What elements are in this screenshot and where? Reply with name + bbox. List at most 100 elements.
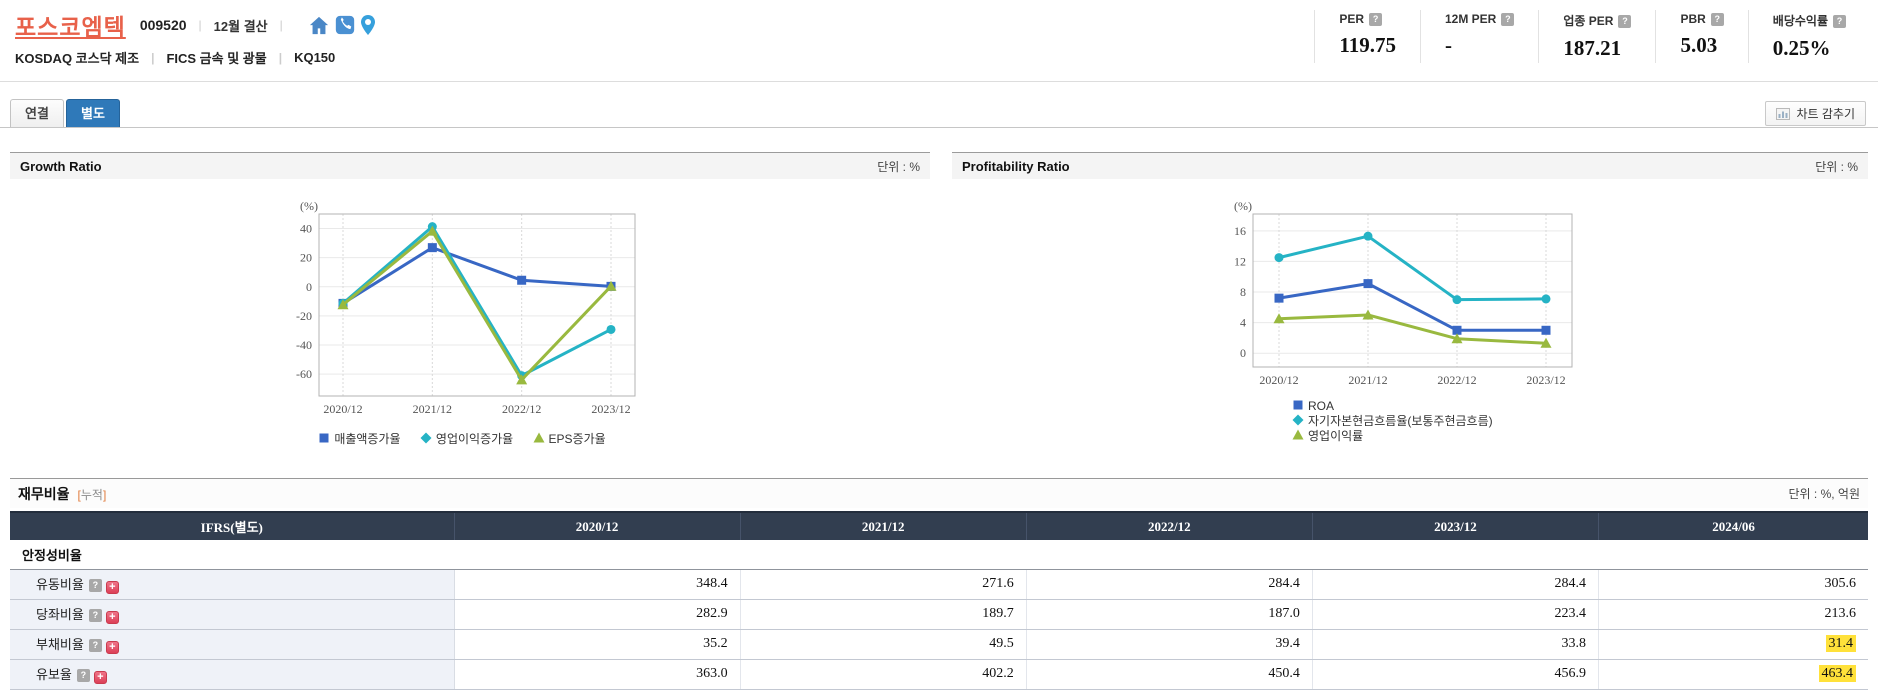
svg-text:8: 8 bbox=[1240, 285, 1246, 299]
metric-per: PER? 119.75 bbox=[1314, 10, 1420, 63]
legend-label: 매출액증가율 bbox=[334, 432, 401, 446]
svg-text:2020/12: 2020/12 bbox=[1259, 373, 1298, 387]
legend-item: EPS증가율 bbox=[533, 432, 606, 446]
company-row: 포스코엠텍 009520 | 12월 결산 | bbox=[15, 8, 375, 42]
company-name[interactable]: 포스코엠텍 bbox=[15, 14, 126, 40]
help-icon[interactable]: ? bbox=[88, 579, 102, 592]
table-section-row: 안정성비율 bbox=[10, 540, 1868, 570]
market-label: KOSDAQ 코스닥 제조 bbox=[15, 51, 140, 66]
cell-value: 223.4 bbox=[1312, 599, 1600, 630]
growth-ratio-panel: Growth Ratio 단위 : % (%) 40 20 0 -20 -40 -60 202… bbox=[10, 152, 930, 454]
metric-value: 0.25% bbox=[1772, 36, 1831, 60]
profitability-ratio-chart: (%) 16 12 8 4 0 2020/12 2021/12 2022/12 2023/12 bbox=[1234, 200, 1573, 387]
cell-value: 271.6 bbox=[740, 569, 1027, 600]
financial-ratio-section: 재무비율 [누적] 단위 : %, 억원 IFRS(별도) 2020/12 202… bbox=[10, 478, 1868, 690]
panel-title: Growth Ratio bbox=[20, 158, 102, 174]
help-icon[interactable]: ? bbox=[1710, 13, 1724, 26]
location-icon[interactable] bbox=[360, 15, 375, 35]
svg-text:2023/12: 2023/12 bbox=[591, 402, 630, 416]
cell-value: 450.4 bbox=[1026, 659, 1313, 690]
row-label: 유보율? + bbox=[10, 659, 455, 690]
column-header: 2021/12 bbox=[739, 511, 1027, 540]
divider: | bbox=[198, 18, 202, 32]
expand-icon[interactable]: + bbox=[105, 581, 119, 594]
chart-toggle-button[interactable]: 차트 감추기 bbox=[1765, 101, 1866, 126]
help-icon[interactable]: ? bbox=[88, 639, 102, 652]
svg-text:2021/12: 2021/12 bbox=[1348, 373, 1387, 387]
index-label: KQ150 bbox=[294, 50, 336, 65]
cell-value: 456.9 bbox=[1312, 659, 1600, 690]
help-icon[interactable]: ? bbox=[1618, 15, 1632, 28]
fiscal-label: 12월 결산 bbox=[213, 18, 268, 34]
svg-text:2021/12: 2021/12 bbox=[413, 402, 452, 416]
table-row: 유보율? + 363.0 402.2 450.4 456.9 463.4 bbox=[10, 659, 1868, 690]
tabs: 연결 별도 bbox=[10, 99, 122, 127]
home-icon[interactable] bbox=[309, 16, 329, 35]
svg-text:0: 0 bbox=[1240, 346, 1246, 360]
svg-text:4: 4 bbox=[1240, 316, 1246, 330]
row-label: 부채비율? + bbox=[10, 629, 455, 660]
svg-text:40: 40 bbox=[300, 222, 312, 236]
help-icon[interactable]: ? bbox=[1833, 15, 1846, 28]
cell-value: 284.4 bbox=[1312, 569, 1600, 600]
metric-value: 5.03 bbox=[1680, 33, 1718, 57]
series-marker-icon bbox=[1292, 429, 1308, 443]
phone-icon[interactable] bbox=[335, 15, 355, 35]
help-icon[interactable]: ? bbox=[88, 609, 102, 622]
cell-value: 348.4 bbox=[454, 569, 741, 600]
table-title: 재무비율 [누적] bbox=[18, 485, 107, 502]
expand-icon[interactable]: + bbox=[105, 641, 119, 654]
fics-label: FICS 금속 및 광물 bbox=[166, 51, 267, 66]
metric-label: 업종 PER bbox=[1563, 14, 1614, 28]
cell-value: 363.0 bbox=[454, 659, 741, 690]
legend-label: 자기자본현금흐름율(보통주현금흐름) bbox=[1308, 414, 1493, 428]
table-title-bar: 재무비율 [누적] 단위 : %, 억원 bbox=[10, 478, 1868, 508]
svg-text:(%): (%) bbox=[1234, 200, 1252, 213]
column-header: 2022/12 bbox=[1025, 511, 1313, 540]
cell-value: 305.6 bbox=[1598, 569, 1868, 600]
profitability-chart-legend: ROA 자기자본현금흐름율(보통주현금흐름) 영업이익률 bbox=[1292, 399, 1493, 444]
cell-value: 402.2 bbox=[740, 659, 1027, 690]
column-header: 2023/12 bbox=[1311, 511, 1599, 540]
cell-value: 49.5 bbox=[740, 629, 1027, 660]
help-icon[interactable]: ? bbox=[1501, 13, 1515, 26]
svg-text:2022/12: 2022/12 bbox=[1437, 373, 1476, 387]
legend-label: ROA bbox=[1308, 399, 1335, 413]
svg-text:20: 20 bbox=[300, 251, 312, 265]
help-icon[interactable]: ? bbox=[1369, 13, 1383, 26]
legend-item: 매출액증가율 bbox=[318, 432, 401, 446]
expand-icon[interactable]: + bbox=[105, 611, 119, 624]
row-label: 당좌비율? + bbox=[10, 599, 455, 630]
svg-text:-40: -40 bbox=[296, 338, 312, 352]
legend-item: 자기자본현금흐름율(보통주현금흐름) bbox=[1292, 414, 1493, 429]
page-header: 포스코엠텍 009520 | 12월 결산 | KOSDAQ 코스닥 제조 | … bbox=[0, 0, 1878, 82]
metric-label: 배당수익률 bbox=[1772, 14, 1828, 28]
tab-consolidated[interactable]: 연결 bbox=[10, 99, 64, 127]
expand-icon[interactable]: + bbox=[93, 671, 107, 684]
panel-unit: 단위 : % bbox=[1815, 159, 1858, 174]
valuation-metrics: PER? 119.75 12M PER? - 업종 PER? 187.21 PB… bbox=[1314, 10, 1870, 63]
svg-text:16: 16 bbox=[1234, 224, 1246, 238]
legend-label: 영업이익률 bbox=[1308, 429, 1364, 443]
divider: | bbox=[151, 50, 155, 65]
cell-value highlight-cell: 463.4 bbox=[1598, 659, 1868, 690]
cell-value: 282.9 bbox=[454, 599, 741, 630]
tab-separate[interactable]: 별도 bbox=[66, 99, 120, 127]
legend-item: 영업이익률 bbox=[1292, 429, 1493, 444]
svg-text:(%): (%) bbox=[300, 200, 318, 213]
svg-text:2023/12: 2023/12 bbox=[1526, 373, 1565, 387]
highlighted-value: 463.4 bbox=[1818, 665, 1856, 682]
stock-code: 009520 bbox=[139, 17, 187, 33]
help-icon[interactable]: ? bbox=[76, 669, 90, 682]
series-marker-icon bbox=[533, 432, 549, 446]
highlighted-value: 31.4 bbox=[1825, 635, 1856, 652]
metric-value: 119.75 bbox=[1339, 33, 1396, 57]
panel-header: Profitability Ratio 단위 : % bbox=[952, 152, 1868, 179]
cell-value: 187.0 bbox=[1026, 599, 1313, 630]
table-row: 부채비율? + 35.2 49.5 39.4 33.8 31.4 bbox=[10, 629, 1868, 660]
legend-label: 영업이익증가율 bbox=[435, 432, 514, 446]
table-row: 유동비율? + 348.4 271.6 284.4 284.4 305.6 bbox=[10, 569, 1868, 600]
column-header: IFRS(별도) bbox=[10, 511, 455, 540]
panel-title: Profitability Ratio bbox=[962, 158, 1070, 174]
column-header: 2024/06 bbox=[1598, 511, 1868, 540]
